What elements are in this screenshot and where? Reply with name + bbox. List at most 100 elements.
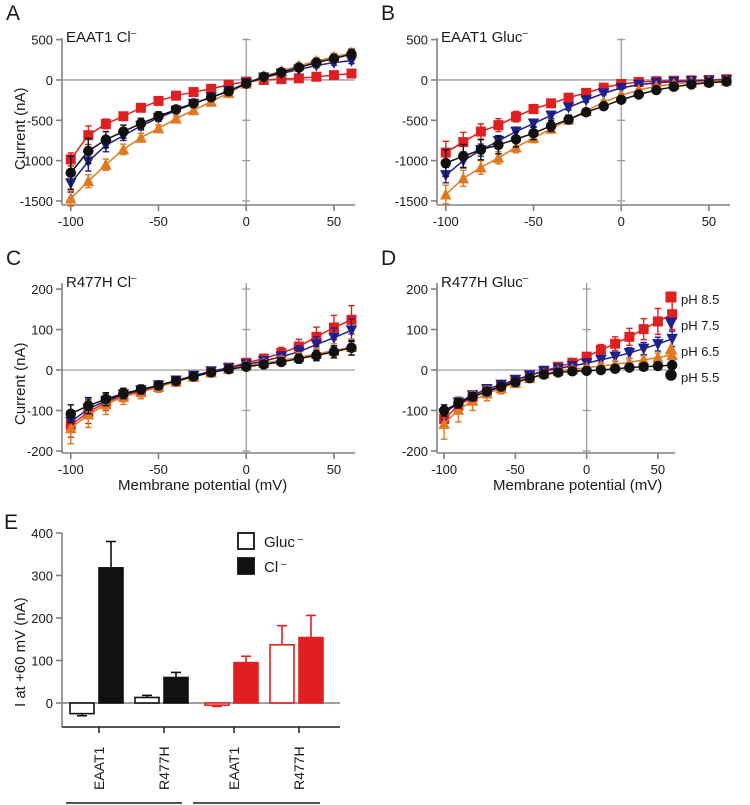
data-point [293,62,305,73]
axes [431,38,730,211]
data-point [328,346,340,358]
legend-item-ph55: pH 5.5 [681,370,720,385]
data-point [346,48,357,60]
x-tick-label: 0 [243,214,250,229]
x-tick-label: 50 [327,462,341,477]
data-point [440,157,452,169]
data-point [609,363,621,375]
data-point [528,127,539,139]
y-tick-label: 200 [406,282,428,297]
data-point [567,365,578,377]
data-point [310,339,323,351]
data-point [187,103,200,116]
data-point [82,174,95,187]
x-tick-label: 50 [651,462,665,477]
data-point [609,351,621,363]
data-point [495,381,507,392]
y-tick-label: 500 [406,33,428,48]
legend-marker [665,369,677,381]
bar [233,655,259,704]
data-point [580,106,592,118]
data-point [652,316,663,327]
x-tick-label: 0 [583,462,590,477]
data-point [610,338,621,349]
data-point [153,380,164,391]
x-tick-label: 0 [243,462,250,477]
data-point [100,393,112,405]
data-point [595,364,607,376]
data-point [135,131,147,143]
y-tick-label: 0 [421,363,428,378]
series-pH55 [65,339,357,424]
data-point [563,92,574,103]
data-point [258,71,270,82]
y-tick-label: 0 [46,73,53,88]
data-point [668,81,680,93]
data-point [637,343,650,355]
legend-marker [665,291,677,303]
panel-b: B EAAT1 Gluc– 500 0 -500 -1000 -1500 -100 -50 0… [375,0,750,245]
panel-c-letter: C [6,247,22,270]
data-point [545,120,557,132]
data-point [633,89,645,100]
legend-item-ph75: pH 7.5 [681,318,720,333]
data-point [311,71,322,82]
data-point [65,422,77,434]
y-tick-label: 100 [31,323,53,338]
y-tick-label: -500 [402,113,428,128]
data-point [581,365,592,377]
data-point [597,88,610,100]
data-point [493,120,504,131]
bar-category-label: R477H [291,746,307,790]
data-point [171,90,182,101]
data-point [651,84,662,96]
data-point [666,333,678,346]
panel-e-plot: 4003002001000EAAT1R477HEAAT1R477HpH 5.5p… [31,526,340,804]
data-point [510,376,521,388]
data-point [240,78,252,89]
data-point [170,112,182,124]
y-tick-label: -200 [27,444,53,459]
data-point [135,118,147,129]
legend-swatch [237,532,255,550]
legend-swatch [237,557,255,575]
data-point [546,98,557,109]
data-point [311,350,322,361]
panel-e-letter: E [4,511,19,534]
x-tick-label: -50 [149,214,168,229]
data-point [686,79,697,90]
data-point [598,82,609,93]
data-point [481,386,493,397]
bar [298,614,324,704]
series-pH55 [440,76,732,178]
y-tick-label: -1000 [395,154,428,169]
bar [134,694,160,704]
data-point [595,344,606,355]
data-point [475,144,487,155]
data-point [240,361,252,373]
data-point [188,87,199,98]
data-point [223,363,234,375]
legend-label: Cl – [264,559,287,576]
data-point [562,102,575,114]
series-pH55 [65,48,357,190]
data-point [83,145,94,157]
data-point [83,130,94,141]
data-point [276,67,287,78]
bar-category-label: EAAT1 [91,746,107,790]
axes [56,283,355,459]
data-point [528,103,539,114]
data-point [453,397,464,409]
x-tick-label: -100 [58,214,84,229]
legend-item-ph65: pH 6.5 [681,344,720,359]
data-point [524,372,535,384]
x-tick-label: 50 [327,214,341,229]
data-point [652,339,664,351]
legend-label: Gluc – [264,534,304,551]
legend-marker [664,342,678,355]
data-point [135,384,147,395]
data-point [118,388,129,399]
